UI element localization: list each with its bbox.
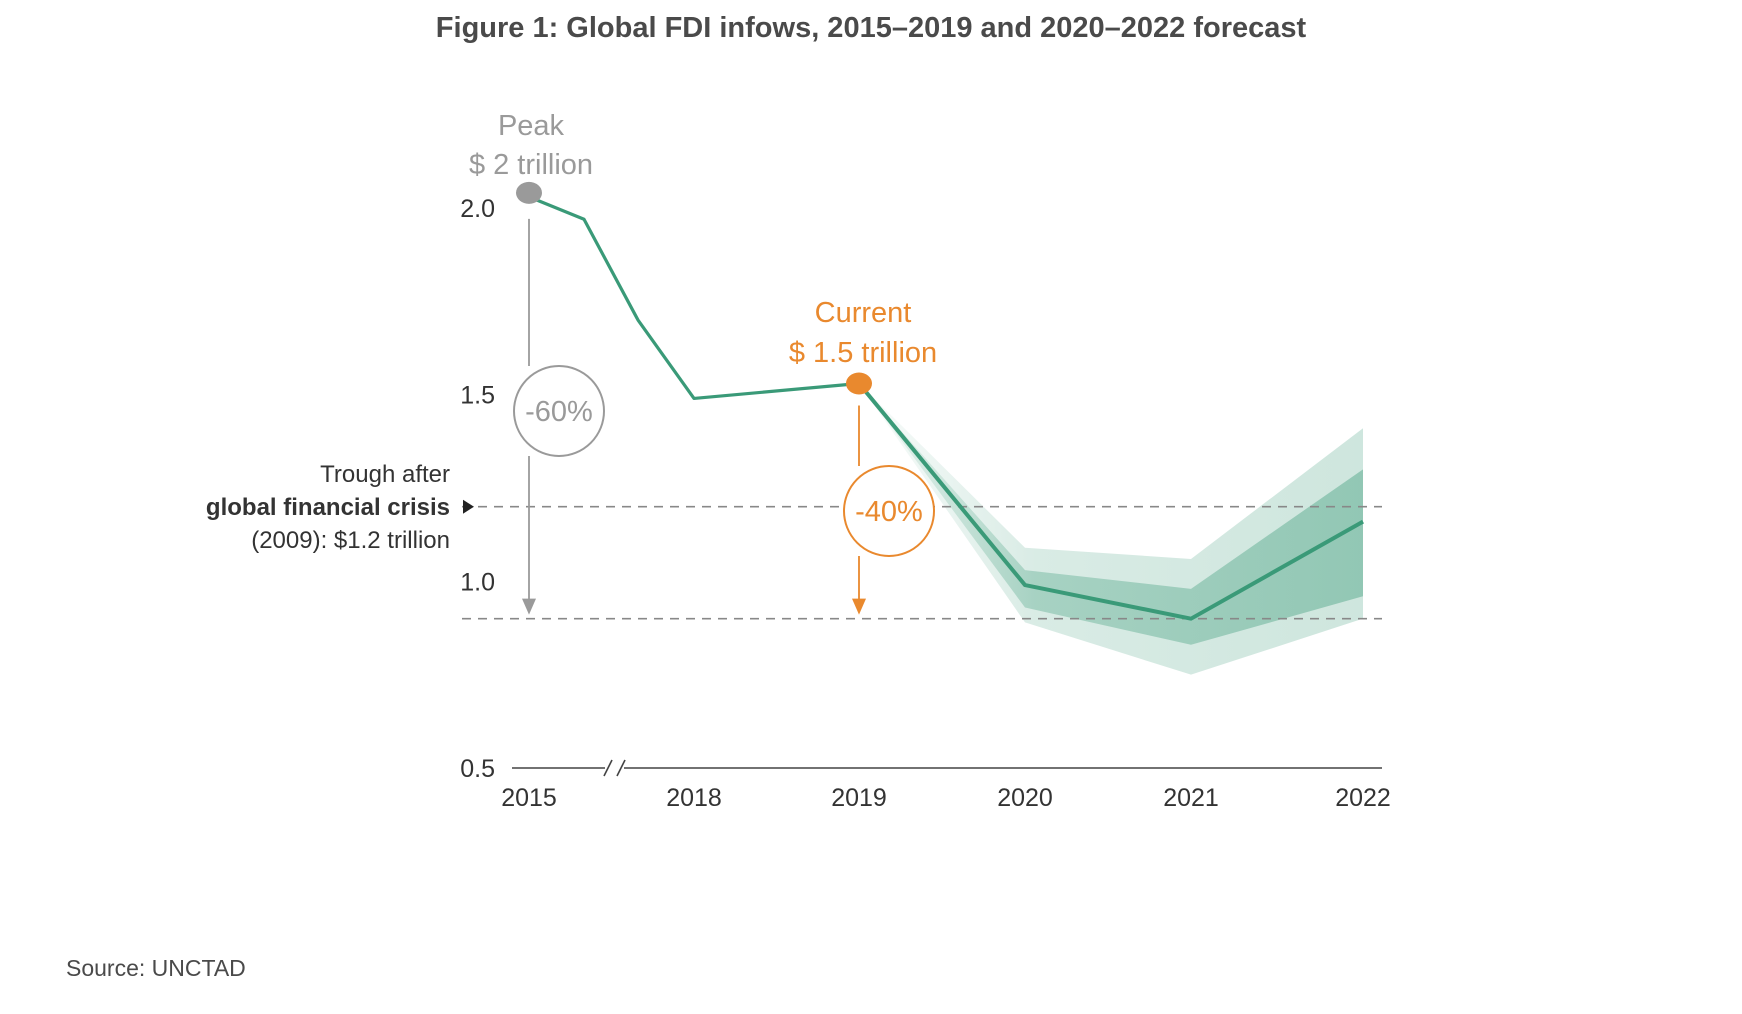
x-tick-label: 2018: [666, 784, 722, 812]
y-tick-label: 1.5: [460, 382, 495, 410]
source-note: Source: UNCTAD: [66, 955, 246, 981]
current-label-value: $ 1.5 trillion: [789, 337, 937, 369]
x-tick-label: 2020: [997, 784, 1053, 812]
axis-break-mark-1: [603, 759, 613, 777]
y-tick-label: 2.0: [460, 195, 495, 223]
peak-label-value: $ 2 trillion: [469, 149, 593, 181]
current-change-circle: [843, 465, 935, 557]
x-tick-label: 2022: [1335, 784, 1391, 812]
peak-marker: [516, 181, 542, 204]
peak-change-circle: [513, 365, 605, 457]
x-tick-label: 2021: [1163, 784, 1219, 812]
y-tick-label: 0.5: [460, 755, 495, 783]
chart-title: Figure 1: Global FDI infows, 2015–2019 a…: [435, 12, 1307, 44]
forecast-band-inner: [859, 383, 1363, 645]
y-tick-label: 1.0: [460, 568, 495, 596]
peak-arrowhead-icon: [522, 598, 536, 615]
trough-pointer-icon: [463, 499, 474, 514]
trough-label-line3: (2009): $1.2 trillion: [251, 527, 450, 554]
axis-break-mark-2: [616, 759, 626, 777]
x-tick-label: 2019: [831, 784, 887, 812]
x-tick-label: 2015: [501, 784, 557, 812]
peak-change-label: -60%: [525, 396, 593, 428]
peak-label-title: Peak: [498, 110, 565, 142]
trough-label-line1: Trough after: [320, 461, 450, 488]
current-change-label: -40%: [855, 496, 923, 528]
trough-label-line2: global financial crisis: [206, 494, 450, 521]
current-marker: [846, 372, 872, 395]
current-arrowhead-icon: [852, 598, 866, 615]
forecast-line: [857, 382, 1364, 621]
current-label-title: Current: [815, 297, 912, 329]
